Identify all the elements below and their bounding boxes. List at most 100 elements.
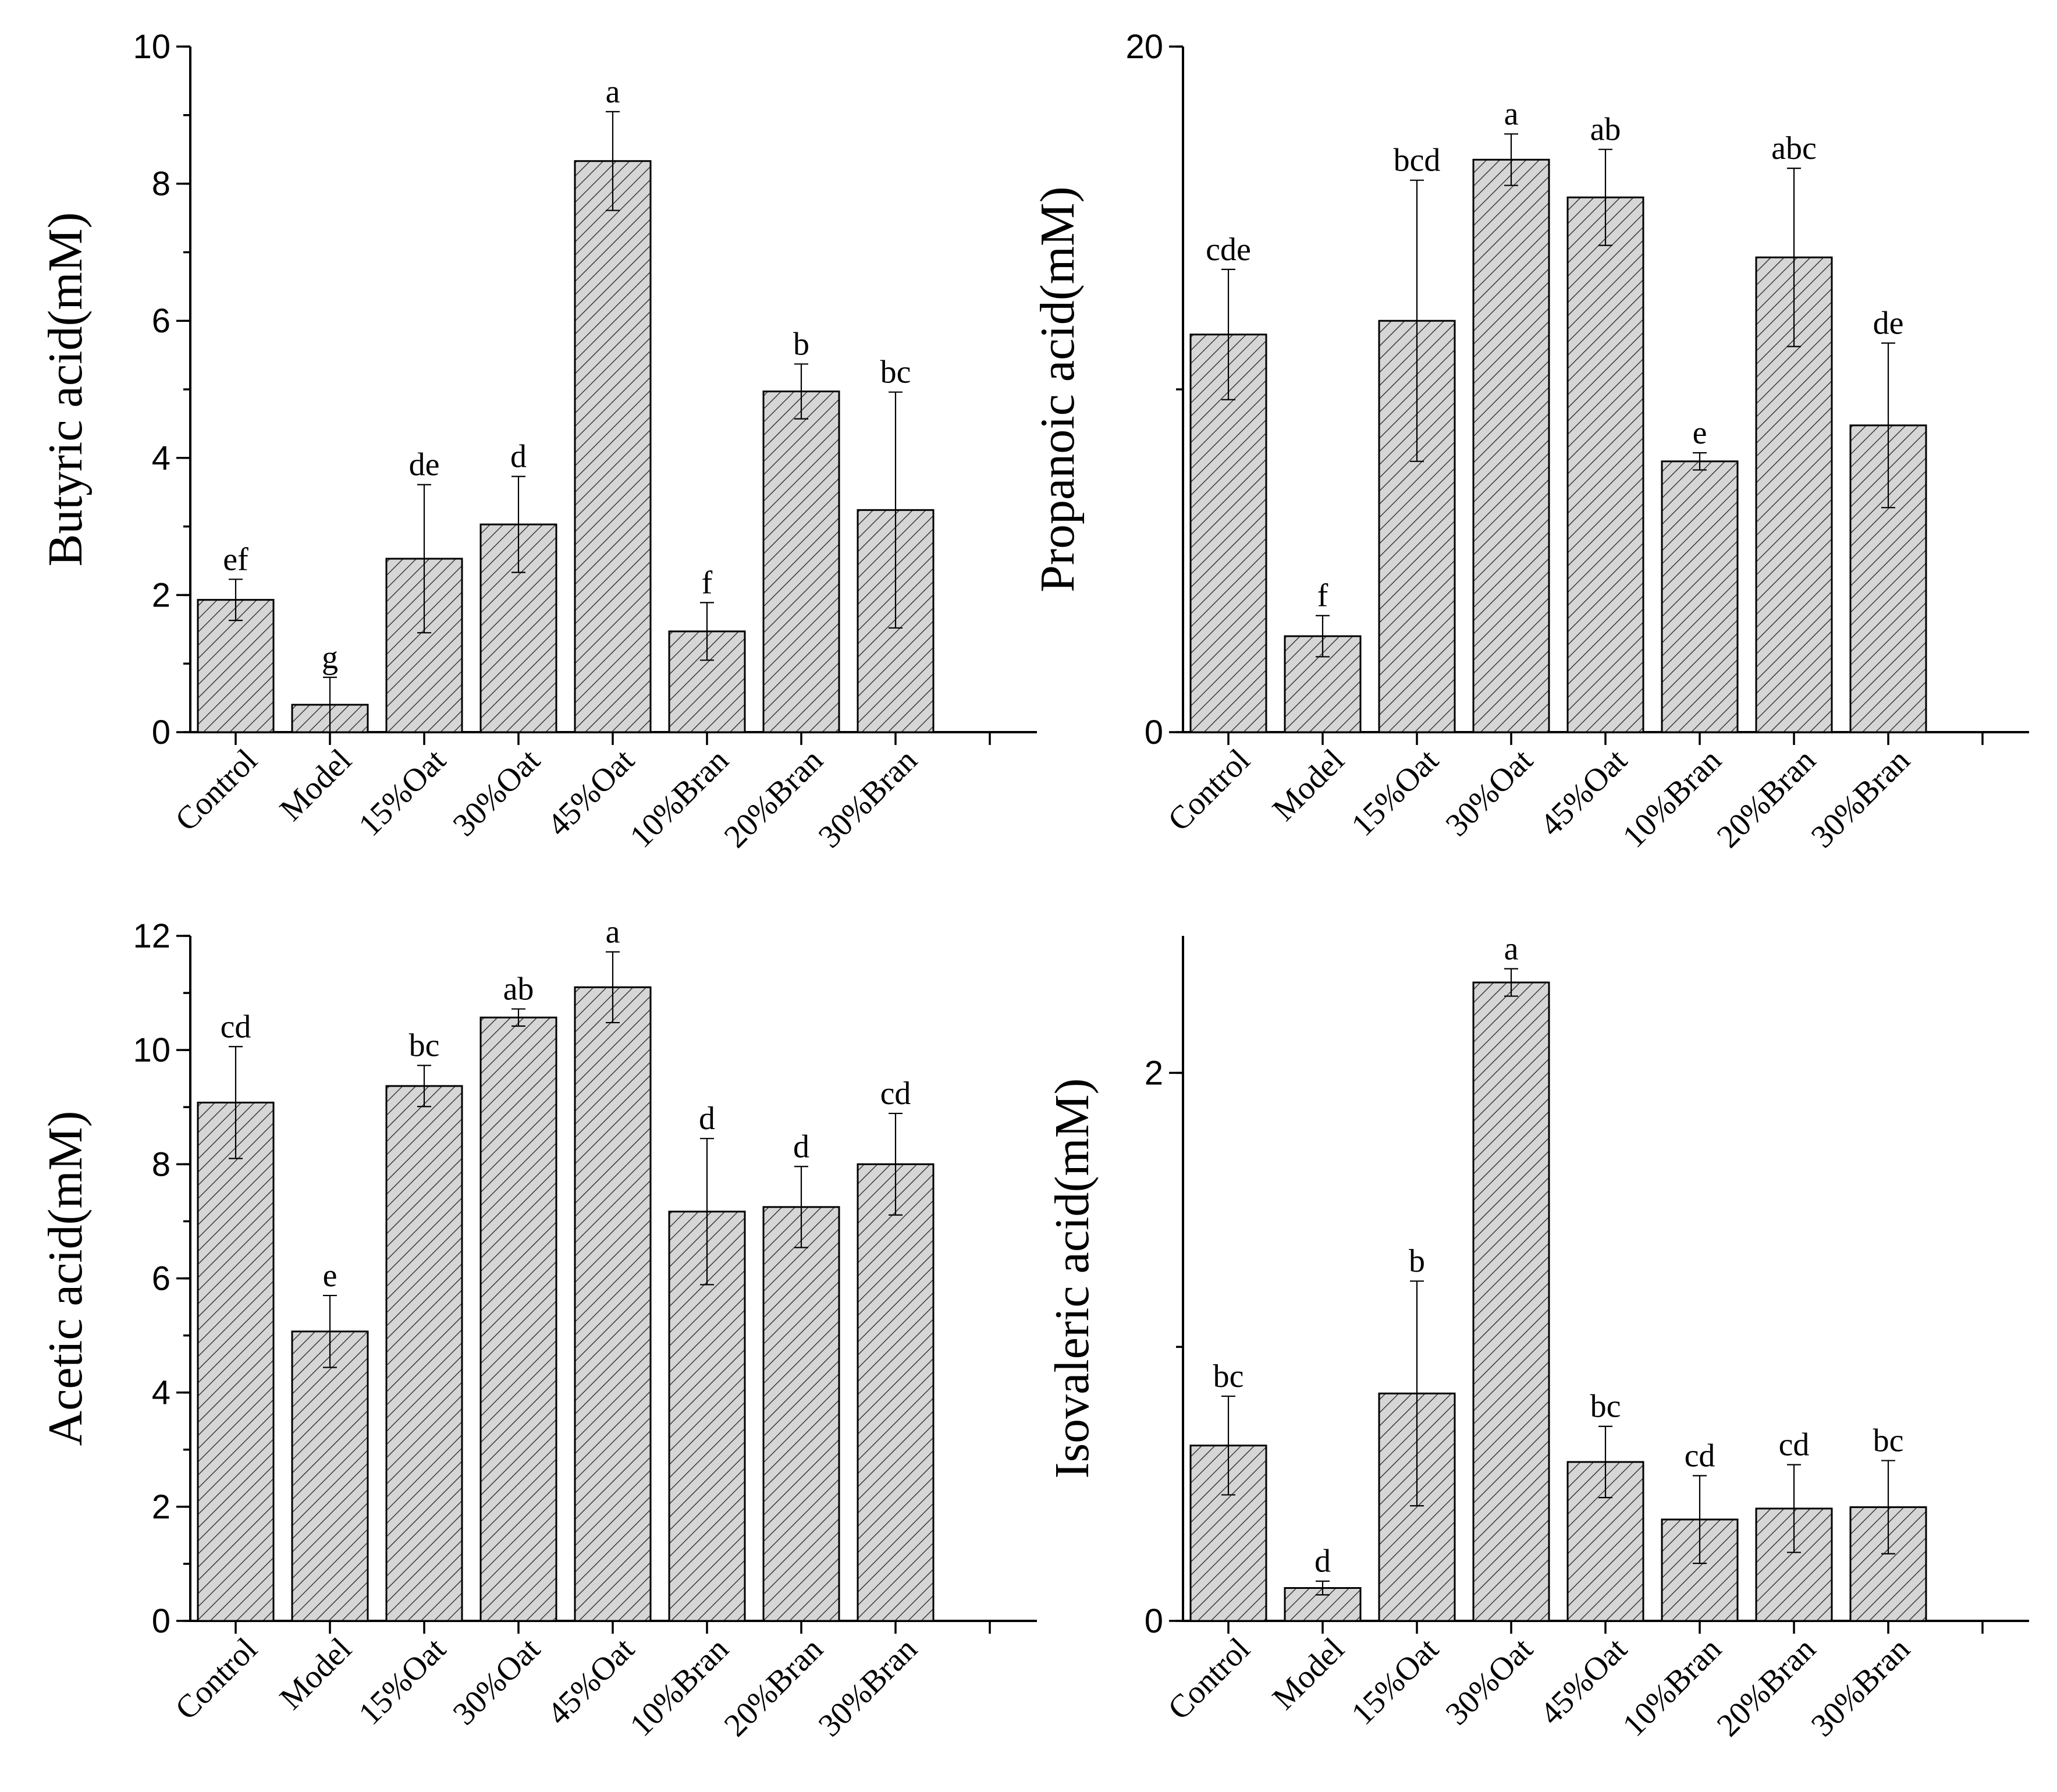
significance-label: f [1317,578,1328,614]
x-category-label: Control [168,1631,264,1727]
x-category-label: 20%Bran [717,742,830,854]
significance-label: a [606,914,620,950]
bar-10pct-bran [1661,460,1739,733]
y-tick-label: 0 [152,1602,170,1640]
y-axis-title: Propanoic acid(mM) [1031,186,1085,592]
x-category-label: Model [273,1631,358,1716]
x-category-label: 30%Bran [812,742,924,854]
y-tick-label: 12 [133,917,170,955]
x-category-label: 15%Oat [1345,1631,1446,1732]
x-category-label: 10%Bran [623,1631,736,1743]
bar-20pct-bran [762,391,840,733]
y-tick-label: 6 [152,1260,170,1298]
y-tick-label: 10 [133,28,170,66]
x-category-label: 30%Oat [446,1631,548,1732]
bar-control [197,1101,275,1622]
significance-label: a [606,74,620,110]
y-tick-label: 10 [133,1031,170,1069]
x-category-label: 30%Oat [1439,742,1540,843]
y-tick-label: 0 [152,714,170,751]
bar-control [1189,333,1267,733]
significance-label: b [793,326,809,362]
significance-label: e [1693,415,1707,451]
y-tick-label: 8 [152,1145,170,1183]
significance-label: bc [880,354,911,391]
significance-label: d [1315,1543,1331,1580]
significance-label: de [1873,305,1904,341]
x-category-label: 30%Oat [446,742,548,843]
x-category-label: Control [168,742,264,838]
bar-30pct-oat [1472,981,1550,1622]
x-category-label: Model [1266,1631,1351,1716]
y-tick-label: 20 [1125,28,1163,66]
y-axis-title: Acetic acid(mM) [38,1110,93,1446]
bar-30pct-bran [857,1163,935,1622]
significance-label: bcd [1394,143,1441,179]
chart-panel-top-right: 0 20 Propanoic acid(mM) cde Control f Model bcd… [1031,28,2029,855]
bar-20pct-bran [762,1206,840,1622]
y-tick-label: 4 [152,1374,170,1412]
significance-label: bc [1873,1423,1904,1459]
x-category-label: Model [1266,742,1351,828]
y-tick-label: 8 [152,165,170,203]
bar-30pct-oat [1472,158,1550,733]
significance-label: ab [503,971,534,1007]
x-category-label: Control [1161,1631,1257,1727]
x-category-label: 30%Bran [1804,742,1917,854]
bar-control [197,599,275,733]
x-category-label: 15%Oat [1345,742,1446,843]
y-tick-label: 6 [152,302,170,340]
significance-label: cd [1779,1427,1810,1463]
significance-label: cd [221,1009,251,1045]
x-category-label: Model [273,742,358,828]
significance-label: bc [409,1028,440,1064]
significance-label: cd [1685,1438,1715,1474]
x-category-label: 10%Bran [623,742,736,854]
significance-label: bc [1213,1358,1244,1394]
bar-45pct-oat [574,986,652,1622]
significance-label: cd [880,1076,911,1112]
x-category-label: 20%Bran [1710,1631,1822,1743]
significance-label: a [1504,96,1519,132]
bar-model [1284,635,1362,733]
y-tick-label: 0 [1145,1602,1163,1640]
x-category-label: 30%Bran [812,1631,924,1743]
significance-label: ab [1590,112,1621,148]
bar-45pct-oat [574,160,652,733]
y-tick-label: 2 [152,1488,170,1526]
x-category-label: Control [1161,742,1257,838]
significance-label: de [409,447,440,483]
y-tick-label: 2 [152,576,170,614]
chart-panel-bottom-right: 0 2 Isovaleric acid(mM) bc Control d Model b 15%… [1045,931,2029,1744]
chart-panel-bottom-left: 0 2 4 6 8 10 12 Acetic acid(mM) cd Control e Model b… [38,914,1037,1744]
bar-model [291,1330,369,1622]
significance-label: e [323,1258,337,1294]
significance-label: a [1504,931,1519,967]
significance-label: d [793,1129,809,1165]
significance-label: b [1409,1243,1425,1279]
significance-label: bc [1590,1389,1621,1425]
y-tick-label: 2 [1145,1054,1163,1092]
x-category-label: 15%Oat [352,1631,453,1732]
x-category-label: 20%Bran [1710,742,1822,854]
significance-label: ef [223,541,248,577]
x-category-label: 30%Bran [1804,1631,1917,1743]
x-category-label: 10%Bran [1616,742,1728,854]
significance-label: d [699,1101,715,1137]
x-category-label: 15%Oat [352,742,453,843]
significance-label: f [702,565,713,601]
y-axis-title: Isovaleric acid(mM) [1045,1078,1099,1478]
y-tick-label: 4 [152,439,170,477]
x-category-label: 30%Oat [1439,1631,1540,1732]
x-category-label: 10%Bran [1616,1631,1728,1743]
significance-label: cde [1206,232,1251,268]
y-axis-title: Butyric acid(mM) [38,212,93,567]
y-tick-label: 0 [1145,714,1163,751]
bar-45pct-oat [1566,196,1644,733]
significance-label: g [322,640,338,676]
bar-30pct-oat [479,1016,557,1622]
significance-label: abc [1771,130,1817,166]
significance-label: d [510,439,527,475]
x-category-label: 20%Bran [717,1631,830,1743]
